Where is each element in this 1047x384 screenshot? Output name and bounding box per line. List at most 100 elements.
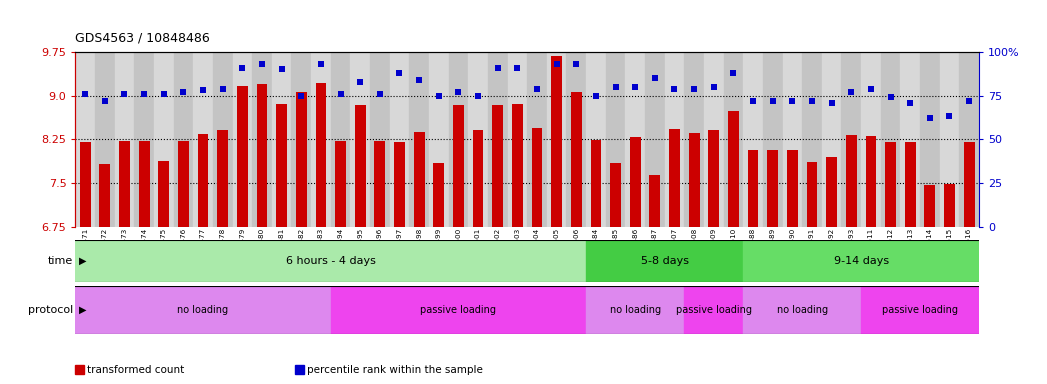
Bar — [861, 52, 881, 227]
Point — [744, 98, 761, 104]
Point — [921, 115, 938, 121]
Bar — [723, 52, 743, 227]
Bar — [472, 131, 484, 227]
Point — [450, 89, 467, 95]
Bar — [508, 52, 527, 227]
Bar — [237, 86, 248, 227]
Bar — [920, 52, 939, 227]
Text: 9-14 days: 9-14 days — [833, 256, 889, 266]
Point — [706, 84, 722, 90]
Bar — [218, 131, 228, 227]
Bar — [885, 142, 896, 227]
Bar — [743, 52, 763, 227]
Bar — [709, 131, 719, 227]
Point — [313, 61, 330, 67]
Bar — [806, 162, 818, 227]
Bar — [782, 52, 802, 227]
Bar — [925, 185, 935, 227]
Bar — [198, 134, 208, 227]
Point — [293, 93, 310, 99]
Bar — [252, 52, 272, 227]
Bar — [842, 52, 861, 227]
Bar — [389, 52, 409, 227]
Point — [646, 75, 663, 81]
Bar — [315, 83, 327, 227]
Bar — [409, 52, 429, 227]
Point — [215, 86, 231, 92]
Bar — [139, 141, 150, 227]
Bar — [944, 184, 955, 227]
Bar — [763, 52, 782, 227]
Bar — [826, 157, 837, 227]
Bar — [767, 150, 778, 227]
Bar — [218, 131, 228, 227]
Bar — [119, 141, 130, 227]
Bar — [488, 52, 508, 227]
Bar — [335, 141, 346, 227]
Point — [607, 84, 624, 90]
Point — [430, 93, 447, 99]
Bar — [547, 52, 566, 227]
Bar — [75, 52, 95, 227]
Point — [273, 66, 290, 73]
Bar — [905, 142, 915, 227]
Point — [509, 65, 526, 71]
Bar — [787, 150, 798, 227]
Bar — [685, 286, 743, 334]
Bar — [685, 52, 704, 227]
Bar — [743, 240, 979, 282]
Point — [372, 91, 388, 97]
Bar — [433, 163, 444, 227]
Bar — [158, 161, 170, 227]
Text: passive loading: passive loading — [421, 305, 496, 315]
Bar — [645, 52, 665, 227]
Point — [470, 93, 487, 99]
Text: GDS4563 / 10848486: GDS4563 / 10848486 — [75, 31, 210, 44]
Bar — [861, 286, 979, 334]
Bar — [704, 52, 723, 227]
Bar — [826, 157, 837, 227]
Text: transformed count: transformed count — [87, 364, 184, 375]
Bar — [610, 163, 621, 227]
Bar — [802, 52, 822, 227]
Text: 6 hours - 4 days: 6 hours - 4 days — [286, 256, 376, 266]
Bar — [551, 56, 562, 227]
Point — [175, 89, 192, 95]
Bar — [296, 92, 307, 227]
Bar — [335, 141, 346, 227]
Bar — [586, 240, 743, 282]
Bar — [178, 141, 188, 227]
Bar — [158, 161, 170, 227]
Point — [392, 70, 408, 76]
Text: 5-8 days: 5-8 days — [641, 256, 689, 266]
Bar — [649, 175, 661, 227]
Bar — [846, 135, 856, 227]
Point — [587, 93, 604, 99]
Bar — [174, 52, 194, 227]
Bar — [276, 104, 287, 227]
Bar — [119, 141, 130, 227]
Bar — [75, 240, 586, 282]
Bar — [272, 52, 291, 227]
Bar — [551, 56, 562, 227]
Text: passive loading: passive loading — [675, 305, 752, 315]
Text: no loading: no loading — [609, 305, 661, 315]
Point — [961, 98, 978, 104]
Bar — [448, 52, 468, 227]
Bar — [115, 52, 134, 227]
Bar — [571, 92, 582, 227]
Point — [76, 91, 93, 97]
Bar — [492, 105, 504, 227]
Bar — [900, 52, 920, 227]
Point — [253, 61, 270, 67]
Point — [784, 98, 801, 104]
Bar — [885, 142, 896, 227]
Text: no loading: no loading — [178, 305, 228, 315]
Bar — [311, 52, 331, 227]
Point — [116, 91, 133, 97]
Bar — [625, 52, 645, 227]
Bar — [394, 142, 405, 227]
Bar — [80, 142, 91, 227]
Text: ▶: ▶ — [79, 305, 86, 315]
Point — [843, 89, 860, 95]
